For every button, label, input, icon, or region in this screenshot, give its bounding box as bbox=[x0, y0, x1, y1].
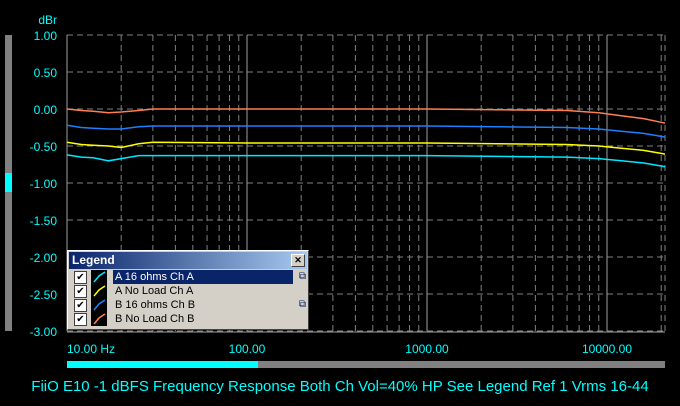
legend-item-label: A 16 ohms Ch A bbox=[113, 270, 293, 284]
series-swatch-icon bbox=[91, 312, 107, 326]
y-tick-label: 1.00 bbox=[34, 29, 58, 43]
chart-title: FiiO E10 -1 dBFS Frequency Response Both… bbox=[31, 378, 649, 395]
checkbox[interactable]: ✔ bbox=[74, 285, 87, 298]
x-tick-label: 10000.00 bbox=[582, 342, 632, 356]
legend-panel[interactable]: Legend ✕ ✔ A 16 ohms Ch A ⧉ ✔ A No Load Ch… bbox=[67, 250, 309, 330]
legend-item-label: A No Load Ch A bbox=[115, 285, 194, 297]
series-swatch-icon bbox=[91, 298, 107, 312]
horizontal-scrollbar[interactable] bbox=[67, 361, 665, 368]
y-tick-label: 0.00 bbox=[34, 103, 58, 117]
checkbox[interactable]: ✔ bbox=[74, 313, 87, 326]
series-line bbox=[66, 154, 666, 168]
legend-item-label: B 16 ohms Ch B bbox=[115, 299, 196, 311]
x-tick-label: 10.00 Hz bbox=[67, 342, 115, 356]
legend-item[interactable]: ✔ A No Load Ch A bbox=[71, 284, 308, 298]
vertical-scrollbar[interactable] bbox=[5, 35, 12, 331]
close-icon[interactable]: ✕ bbox=[291, 254, 305, 267]
checkbox[interactable]: ✔ bbox=[74, 299, 87, 312]
series-line bbox=[66, 124, 666, 138]
legend-item-label: B No Load Ch B bbox=[115, 313, 195, 325]
vertical-scroll-thumb[interactable] bbox=[5, 173, 12, 192]
series-swatch-icon bbox=[91, 284, 107, 298]
x-tick-label: 100.00 bbox=[229, 342, 266, 356]
x-tick-label: 1000.00 bbox=[405, 342, 449, 356]
horizontal-scroll-thumb[interactable] bbox=[67, 361, 258, 368]
y-tick-label: -2.50 bbox=[30, 288, 58, 302]
legend-item[interactable]: ✔ B No Load Ch B bbox=[71, 312, 308, 326]
series-line bbox=[66, 108, 666, 124]
y-tick-label: -1.50 bbox=[30, 214, 58, 228]
y-axis-label: dBr bbox=[38, 13, 57, 27]
copy-icon[interactable]: ⧉ bbox=[298, 271, 306, 282]
copy-icon[interactable]: ⧉ bbox=[298, 299, 306, 310]
checkbox[interactable]: ✔ bbox=[74, 271, 87, 284]
series-line bbox=[66, 141, 666, 155]
y-tick-label: -1.00 bbox=[30, 177, 58, 191]
y-tick-label: 0.50 bbox=[34, 66, 58, 80]
legend-item[interactable]: ✔ B 16 ohms Ch B ⧉ bbox=[71, 298, 308, 312]
legend-title: Legend bbox=[72, 253, 115, 267]
legend-item[interactable]: ✔ A 16 ohms Ch A ⧉ bbox=[71, 270, 308, 284]
y-tick-label: -3.00 bbox=[30, 325, 58, 339]
y-tick-label: -0.50 bbox=[30, 140, 58, 154]
legend-header[interactable]: Legend ✕ bbox=[69, 252, 307, 269]
series-swatch-icon bbox=[91, 270, 107, 284]
y-tick-label: -2.00 bbox=[30, 251, 58, 265]
